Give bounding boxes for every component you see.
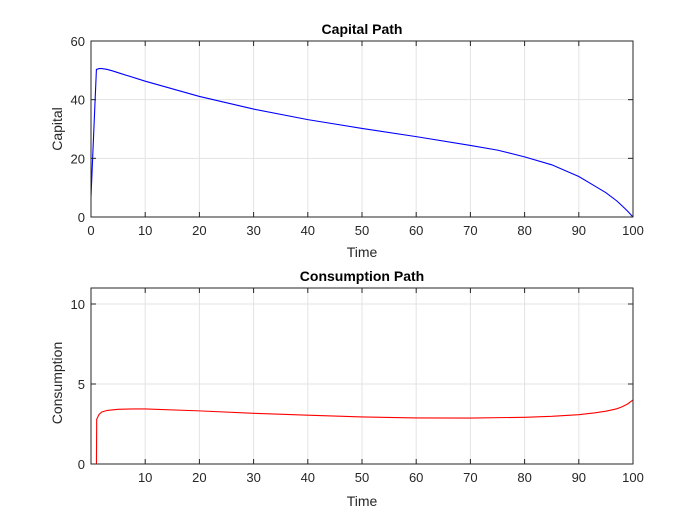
x-tick-label: 50 — [355, 470, 369, 485]
x-tick-label: 70 — [463, 470, 477, 485]
x-tick-label: 20 — [192, 470, 206, 485]
x-tick-label: 100 — [622, 470, 644, 485]
y-tick-label: 0 — [78, 457, 85, 472]
x-tick-label: 30 — [246, 223, 260, 238]
x-tick-label: 90 — [572, 223, 586, 238]
x-tick-label: 10 — [138, 470, 152, 485]
x-tick-label: 0 — [87, 223, 94, 238]
y-tick-label: 0 — [78, 210, 85, 225]
consumption-path-chart: Consumption Path Time Consumption 10 20 30… — [49, 268, 644, 509]
y-tick-label: 5 — [78, 377, 85, 392]
y-tick-label: 60 — [71, 34, 85, 49]
x-axis-label: Time — [347, 244, 378, 260]
y-tick-label: 40 — [71, 93, 85, 108]
x-tick-label: 40 — [301, 223, 315, 238]
chart-title: Capital Path — [322, 21, 403, 37]
x-tick-label: 40 — [301, 470, 315, 485]
y-axis-label: Capital — [49, 107, 65, 151]
chart-title: Consumption Path — [300, 268, 424, 284]
grid — [90, 40, 634, 218]
y-axis-label: Consumption — [49, 342, 65, 425]
x-tick-label: 50 — [355, 223, 369, 238]
series-line — [95, 399, 633, 464]
capital-path-chart: Capital Path Time Capital 0 10 20 30 40 50 60 7… — [49, 21, 644, 260]
x-tick-label: 100 — [622, 223, 644, 238]
x-tick-label: 80 — [517, 223, 531, 238]
x-tick-label: 70 — [463, 223, 477, 238]
series-line — [91, 68, 633, 217]
x-tick-label: 60 — [409, 223, 423, 238]
x-tick-label: 90 — [572, 470, 586, 485]
x-tick-label: 80 — [517, 470, 531, 485]
grid — [91, 288, 634, 465]
x-tick-label: 30 — [246, 470, 260, 485]
y-tick-label: 10 — [71, 297, 85, 312]
y-tick-label: 20 — [71, 151, 85, 166]
x-axis-label: Time — [347, 493, 378, 509]
x-tick-label: 10 — [138, 223, 152, 238]
x-tick-label: 20 — [192, 223, 206, 238]
x-tick-label: 60 — [409, 470, 423, 485]
